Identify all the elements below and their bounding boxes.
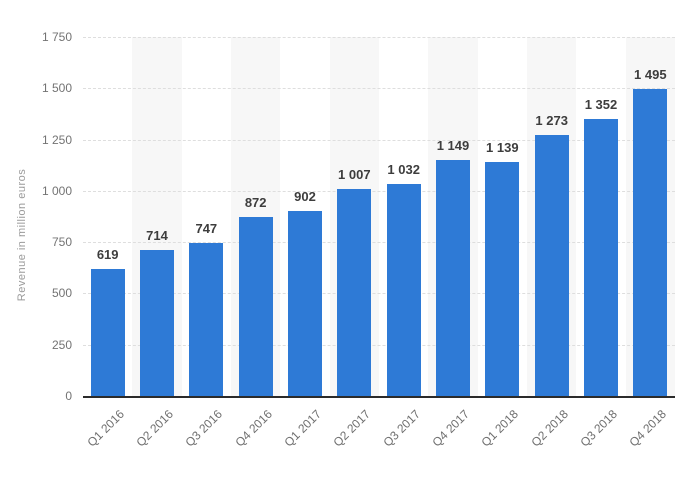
x-tick-label: Q2 2018 [528,407,571,450]
bar-q1-2016[interactable] [90,269,125,396]
x-tick-label: Q2 2016 [133,407,176,450]
bar-q1-2018[interactable] [485,162,520,396]
bar-value-label: 1 007 [338,167,371,183]
bar-q1-2017[interactable] [288,210,322,396]
x-tick-label: Q3 2017 [380,407,423,450]
bar-q4-2018[interactable] [633,89,668,396]
y-gridline [83,344,675,346]
x-tick-label: Q3 2016 [182,407,226,450]
bar-q3-2017[interactable] [386,184,421,396]
y-tick-label: 1 250 [41,132,72,147]
y-tick-label: 250 [51,337,72,352]
bar-value-label: 1 352 [584,96,618,112]
y-tick-label: 0 [65,389,72,403]
x-tick-label: Q1 2016 [84,407,127,450]
y-gridline [83,139,675,141]
x-tick-label: Q3 2018 [577,407,620,450]
bar-value-label: 714 [146,227,168,243]
bar-value-label: 619 [96,247,119,263]
y-gridline [83,293,675,295]
x-tick-label: Q1 2017 [281,407,324,450]
x-tick-label: Q4 2017 [429,407,472,450]
x-tick-label: Q1 2018 [478,407,522,450]
x-tick-label: Q4 2018 [626,407,670,450]
y-tick-label: 750 [51,235,72,250]
y-tick-label: 1 750 [41,30,72,44]
bar-value-label: 1 139 [486,140,519,156]
bar-value-label: 1 032 [387,162,420,178]
y-tick-label: 1 000 [41,183,72,198]
y-tick-label: 500 [51,286,72,301]
y-gridline [83,37,675,38]
bar-q2-2016[interactable] [140,249,174,396]
x-axis-line [83,396,675,398]
x-tick-label: Q2 2017 [330,407,374,450]
bar-value-label: 1 149 [436,138,470,154]
bar-q4-2016[interactable] [238,217,273,396]
bar-value-label: 1 273 [535,112,568,128]
y-gridline [83,190,675,192]
bar-q3-2016[interactable] [189,242,224,396]
x-tick-label: Q4 2016 [232,407,275,450]
bar-q4-2017[interactable] [436,160,470,396]
bar-value-label: 1 495 [634,67,667,83]
y-axis-title: Revenue in million euros [16,168,28,302]
bar-q2-2018[interactable] [534,134,569,396]
y-tick-label: 1 500 [41,81,72,96]
y-gridline [83,242,675,244]
bar-value-label: 872 [244,195,267,211]
y-gridline [83,88,675,90]
bar-q3-2018[interactable] [584,118,618,396]
bar-value-label: 902 [294,188,316,204]
bar-value-label: 747 [195,220,218,236]
bar-q2-2017[interactable] [337,189,372,396]
